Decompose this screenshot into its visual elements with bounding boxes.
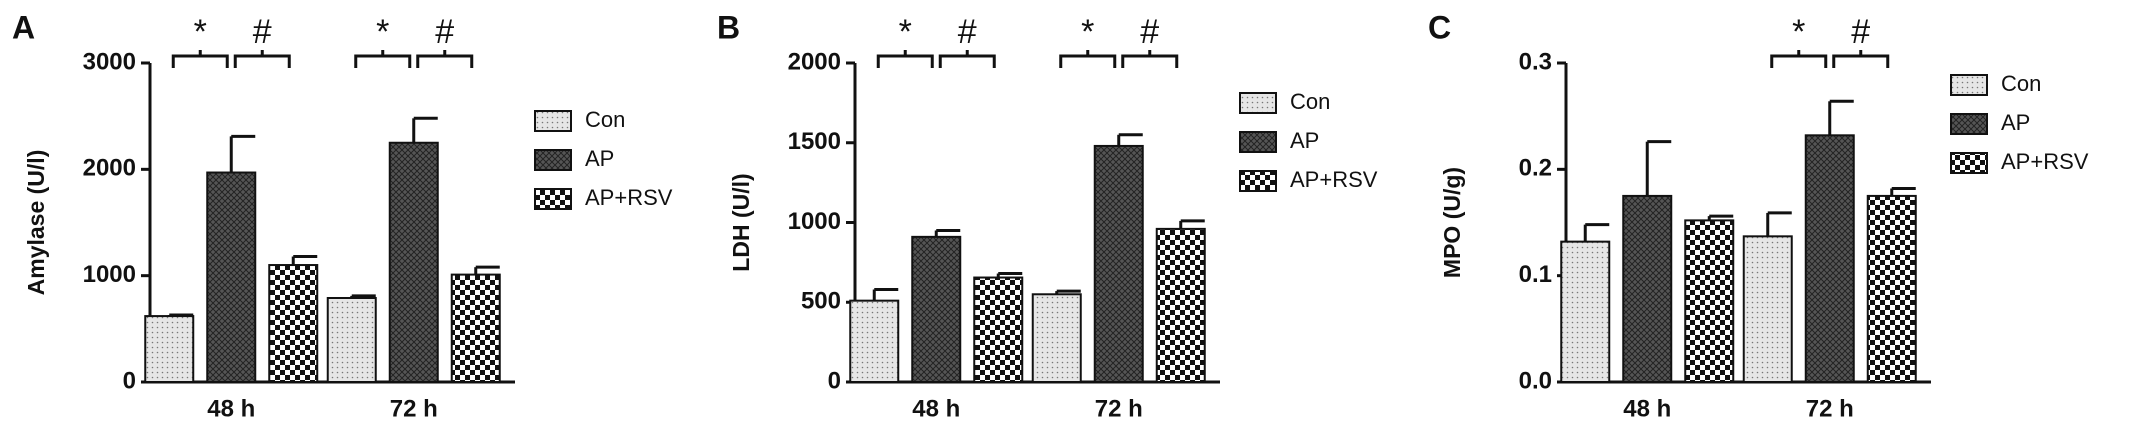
bar bbox=[144, 315, 195, 383]
significance-bracket bbox=[1832, 50, 1890, 68]
legend-label: Con bbox=[585, 107, 625, 132]
significance-mark: # bbox=[435, 13, 454, 51]
bar bbox=[1742, 235, 1793, 383]
legend-swatch bbox=[1239, 170, 1277, 192]
y-tick-label: 1000 bbox=[83, 261, 136, 288]
y-axis-label: LDH (U/l) bbox=[728, 173, 754, 271]
bar bbox=[1684, 219, 1735, 383]
legend-label: Con bbox=[1290, 89, 1330, 114]
x-tick-label: 72 h bbox=[1806, 395, 1854, 422]
x-tick-label: 48 h bbox=[1623, 395, 1671, 422]
bar bbox=[973, 276, 1024, 383]
legend-swatch bbox=[534, 110, 572, 132]
y-tick-label: 0 bbox=[123, 367, 136, 394]
legend-swatch bbox=[1950, 113, 1988, 135]
legend-label: Con bbox=[2001, 71, 2041, 96]
legend-swatch bbox=[1239, 131, 1277, 153]
bar bbox=[1155, 227, 1206, 383]
significance-mark: # bbox=[1851, 13, 1870, 51]
significance-mark: * bbox=[899, 13, 912, 51]
legend-label: AP+RSV bbox=[1290, 167, 1378, 192]
y-tick-label: 2000 bbox=[788, 48, 841, 75]
significance-mark: * bbox=[194, 13, 207, 51]
bar bbox=[388, 141, 439, 383]
significance-bracket bbox=[233, 50, 291, 68]
x-tick-label: 48 h bbox=[912, 395, 960, 422]
y-tick-label: 0.1 bbox=[1519, 261, 1552, 288]
bar bbox=[1031, 293, 1082, 383]
significance-mark: * bbox=[1792, 13, 1805, 51]
significance-mark: * bbox=[376, 13, 389, 51]
bar bbox=[911, 235, 962, 383]
bar bbox=[206, 171, 257, 383]
y-tick-label: 500 bbox=[801, 288, 841, 315]
significance-bracket bbox=[1770, 50, 1828, 68]
significance-mark: # bbox=[1140, 13, 1159, 51]
bar bbox=[1622, 194, 1673, 383]
legend-label: AP bbox=[2001, 110, 2030, 135]
y-tick-label: 3000 bbox=[83, 48, 136, 75]
x-tick-label: 72 h bbox=[390, 395, 438, 422]
significance-bracket bbox=[1121, 50, 1179, 68]
legend-label: AP bbox=[1290, 128, 1319, 153]
legend-swatch bbox=[534, 188, 572, 210]
y-tick-label: 1500 bbox=[788, 128, 841, 155]
y-tick-label: 0 bbox=[828, 367, 841, 394]
bar bbox=[450, 273, 501, 383]
significance-bracket bbox=[938, 50, 996, 68]
panel-letter: C bbox=[1428, 9, 1451, 45]
legend-label: AP bbox=[585, 146, 614, 171]
significance-mark: # bbox=[958, 13, 977, 51]
legend-swatch bbox=[1950, 152, 1988, 174]
y-tick-label: 0.2 bbox=[1519, 155, 1552, 182]
significance-bracket bbox=[876, 50, 934, 68]
x-tick-label: 48 h bbox=[207, 395, 255, 422]
panel-letter: A bbox=[12, 9, 35, 45]
legend-swatch bbox=[1239, 92, 1277, 114]
significance-mark: # bbox=[253, 13, 272, 51]
bar bbox=[1804, 134, 1855, 383]
bar bbox=[326, 296, 377, 384]
significance-bracket bbox=[1059, 50, 1117, 68]
legend-label: AP+RSV bbox=[2001, 149, 2089, 174]
significance-bracket bbox=[171, 50, 229, 68]
legend-swatch bbox=[1950, 74, 1988, 96]
y-axis-label: MPO (U/g) bbox=[1439, 167, 1465, 278]
y-tick-label: 0.3 bbox=[1519, 48, 1552, 75]
bar bbox=[849, 299, 900, 383]
y-axis-label: Amylase (U/l) bbox=[23, 150, 49, 296]
legend-label: AP+RSV bbox=[585, 185, 673, 210]
significance-bracket bbox=[416, 50, 474, 68]
significance-mark: * bbox=[1081, 13, 1094, 51]
y-tick-label: 0.0 bbox=[1519, 367, 1552, 394]
significance-bracket bbox=[354, 50, 412, 68]
x-tick-label: 72 h bbox=[1095, 395, 1143, 422]
y-tick-label: 1000 bbox=[788, 208, 841, 235]
legend-swatch bbox=[534, 149, 572, 171]
bar bbox=[1560, 240, 1611, 383]
bar bbox=[1866, 194, 1917, 383]
y-tick-label: 2000 bbox=[83, 155, 136, 182]
bar bbox=[268, 264, 319, 383]
bar bbox=[1093, 144, 1144, 383]
panel-letter: B bbox=[717, 9, 740, 45]
